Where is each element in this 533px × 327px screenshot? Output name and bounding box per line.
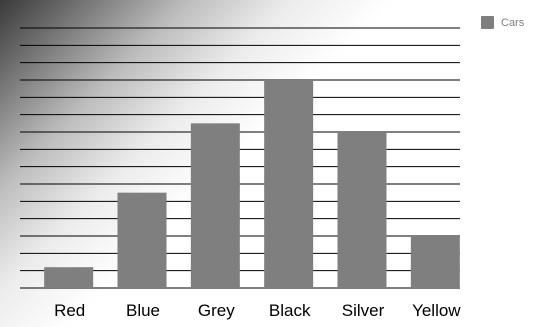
bar-yellow xyxy=(410,236,460,288)
bar-black xyxy=(264,80,314,288)
bar-red xyxy=(44,267,94,288)
grid-lines xyxy=(20,27,460,289)
legend: Cars xyxy=(481,16,524,29)
x-tick-label: Silver xyxy=(342,301,385,320)
x-tick-label: Yellow xyxy=(412,301,461,320)
bar-blue xyxy=(117,192,167,288)
x-tick-label: Black xyxy=(269,301,311,320)
x-tick-label: Grey xyxy=(198,301,235,320)
legend-swatch xyxy=(481,16,494,29)
bars xyxy=(44,80,460,288)
legend-label: Cars xyxy=(501,16,525,29)
x-tick-labels: Red Blue Grey Black Silver Yellow xyxy=(54,301,461,320)
x-tick-label: Blue xyxy=(126,301,160,320)
bar-silver xyxy=(337,132,387,288)
x-tick-label: Red xyxy=(54,301,85,320)
bar-grey xyxy=(190,123,240,288)
